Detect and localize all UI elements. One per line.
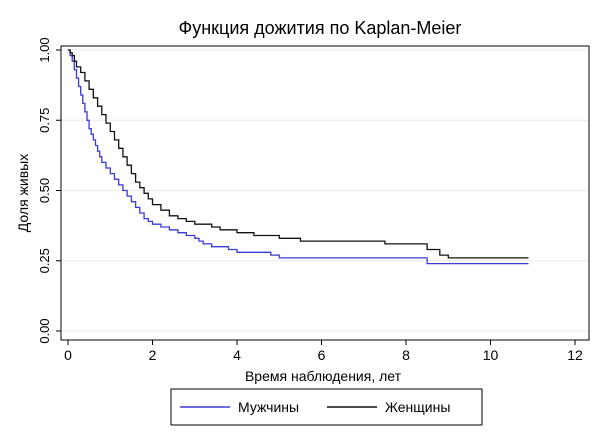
y-tick-label: 0.00 (37, 318, 52, 343)
x-tick-label: 8 (402, 347, 410, 363)
x-axis-label: Время наблюдения, лет (245, 368, 402, 384)
y-axis-label: Доля живых (15, 154, 31, 232)
chart-legend: Мужчины Женщины (170, 388, 483, 426)
y-tick-label: 0.75 (37, 108, 52, 133)
series-line-men (68, 49, 529, 265)
x-tick-label: 12 (567, 347, 583, 363)
chart-title: Функция дожития по Kaplan-Meier (179, 18, 462, 38)
legend-label-women: Женщины (385, 399, 450, 415)
x-tick-label: 10 (483, 347, 499, 363)
x-tick-label: 2 (149, 347, 157, 363)
plot-frame (60, 45, 590, 341)
y-tick-label: 1.00 (37, 37, 52, 62)
x-tick-label: 4 (233, 347, 241, 363)
legend-label-men: Мужчины (238, 399, 299, 415)
y-tick-label: 0.50 (37, 178, 52, 203)
series-line-women (68, 49, 529, 259)
x-tick-label: 0 (64, 347, 72, 363)
x-tick-label: 6 (318, 347, 326, 363)
y-tick-label: 0.25 (37, 248, 52, 273)
